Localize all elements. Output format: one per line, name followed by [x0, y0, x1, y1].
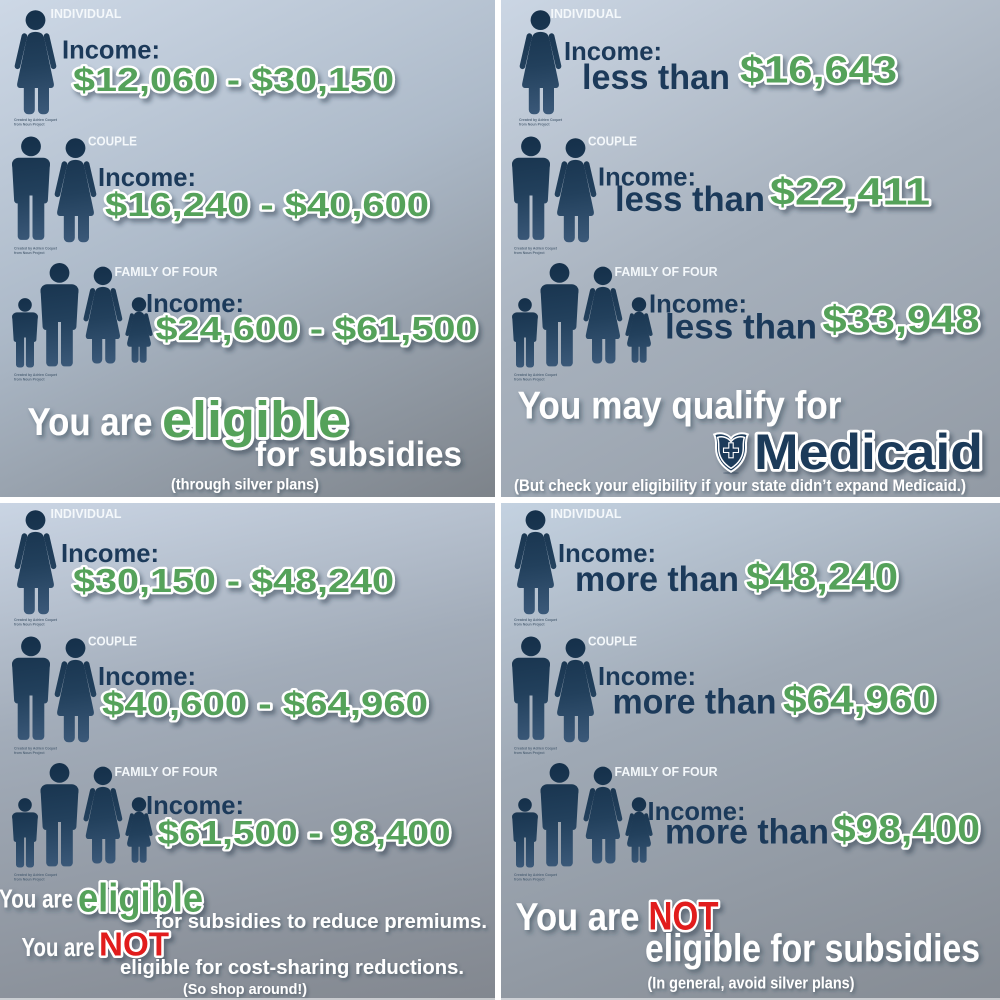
svg-text:Created by Adrien Coquet: Created by Adrien Coquet	[514, 373, 558, 377]
svg-text:Created by Adrien Coquet: Created by Adrien Coquet	[14, 873, 58, 877]
svg-text:more than: more than	[575, 559, 739, 599]
svg-text:from Noun Project: from Noun Project	[14, 622, 45, 626]
svg-text:eligible: eligible	[162, 391, 348, 448]
svg-text:Income:: Income:	[649, 289, 747, 319]
svg-text:less than: less than	[615, 179, 765, 219]
svg-text:Created by Adrien Coquet: Created by Adrien Coquet	[514, 247, 558, 251]
svg-text:You may qualify for: You may qualify for	[518, 385, 842, 428]
svg-text:COUPLE: COUPLE	[588, 134, 637, 149]
svg-text:Income:: Income:	[146, 790, 244, 820]
svg-text:(So shop around!): (So shop around!)	[183, 981, 307, 998]
svg-text:$12,060 - $30,150: $12,060 - $30,150	[73, 61, 394, 98]
svg-text:You are: You are	[28, 401, 153, 444]
svg-text:NOT: NOT	[99, 926, 169, 963]
svg-text:less than: less than	[582, 57, 730, 97]
svg-text:more than: more than	[613, 682, 777, 722]
svg-text:from Noun Project: from Noun Project	[14, 122, 45, 126]
svg-text:$40,600 - $64,960: $40,600 - $64,960	[102, 685, 428, 722]
svg-text:Income:: Income:	[558, 538, 656, 568]
svg-text:Created by Adrien Coquet: Created by Adrien Coquet	[514, 747, 558, 751]
svg-text:Medicaid: Medicaid	[754, 424, 983, 480]
svg-text:INDIVIDUAL: INDIVIDUAL	[551, 6, 622, 21]
svg-text:You are: You are	[22, 932, 95, 962]
svg-text:Created by Adrien Coquet: Created by Adrien Coquet	[14, 373, 58, 377]
svg-text:more than: more than	[665, 812, 829, 852]
svg-text:$16,240 - $40,600: $16,240 - $40,600	[105, 186, 429, 223]
svg-text:$22,411: $22,411	[770, 172, 930, 214]
svg-text:Income:: Income:	[98, 661, 196, 691]
svg-text:COUPLE: COUPLE	[588, 634, 637, 649]
svg-text:Created by Adrien Coquet: Created by Adrien Coquet	[514, 618, 558, 622]
svg-text:$30,150 - $48,240: $30,150 - $48,240	[73, 562, 394, 599]
svg-text:Created by Adrien Coquet: Created by Adrien Coquet	[14, 747, 58, 751]
svg-text:for subsidies to reduce premiu: for subsidies to reduce premiums.	[155, 911, 487, 933]
svg-text:INDIVIDUAL: INDIVIDUAL	[51, 6, 122, 21]
svg-text:$16,643: $16,643	[740, 50, 897, 92]
svg-text:(In general, avoid silver plan: (In general, avoid silver plans)	[648, 974, 855, 993]
svg-text:$48,240: $48,240	[746, 557, 898, 599]
svg-text:Income:: Income:	[598, 661, 696, 691]
svg-text:(But check your eligibility if: (But check your eligibility if your stat…	[514, 477, 966, 495]
svg-text:INDIVIDUAL: INDIVIDUAL	[551, 506, 622, 521]
svg-text:eligible: eligible	[78, 877, 203, 921]
svg-text:Income:: Income:	[62, 35, 160, 65]
svg-text:for subsidies: for subsidies	[255, 435, 462, 474]
svg-text:Income:: Income:	[146, 288, 244, 318]
svg-text:Created by Adrien Coquet: Created by Adrien Coquet	[14, 118, 58, 122]
svg-text:You are: You are	[0, 884, 73, 914]
svg-text:Income:: Income:	[98, 162, 196, 192]
svg-text:from Noun Project: from Noun Project	[514, 251, 545, 255]
svg-text:NOT: NOT	[649, 895, 719, 939]
svg-text:Income:: Income:	[598, 162, 696, 192]
svg-text:eligible for cost-sharing redu: eligible for cost-sharing reductions.	[120, 957, 464, 979]
svg-text:from Noun Project: from Noun Project	[519, 122, 550, 126]
svg-text:Created by Adrien Coquet: Created by Adrien Coquet	[14, 618, 58, 622]
svg-text:You are: You are	[516, 896, 640, 939]
svg-text:less than: less than	[665, 307, 817, 347]
svg-text:$98,400: $98,400	[833, 809, 980, 851]
svg-text:Income:: Income:	[564, 36, 662, 66]
svg-text:from Noun Project: from Noun Project	[14, 251, 45, 255]
svg-text:Created by Adrien Coquet: Created by Adrien Coquet	[14, 247, 58, 251]
svg-text:FAMILY OF FOUR: FAMILY OF FOUR	[615, 764, 719, 779]
svg-text:eligible for subsidies: eligible for subsidies	[645, 928, 980, 971]
svg-text:from Noun Project: from Noun Project	[514, 377, 545, 381]
svg-text:Income:: Income:	[648, 796, 746, 826]
svg-text:FAMILY OF FOUR: FAMILY OF FOUR	[615, 264, 719, 279]
svg-text:from Noun Project: from Noun Project	[514, 622, 545, 626]
svg-text:from Noun Project: from Noun Project	[514, 877, 545, 881]
svg-text:COUPLE: COUPLE	[88, 634, 137, 649]
svg-text:Created by Adrien Coquet: Created by Adrien Coquet	[514, 873, 558, 877]
svg-text:$61,500 - 98,400: $61,500 - 98,400	[158, 814, 451, 851]
svg-text:$24,600 - $61,500: $24,600 - $61,500	[156, 310, 478, 347]
svg-text:from Noun Project: from Noun Project	[14, 377, 45, 381]
svg-text:Created by Adrien Coquet: Created by Adrien Coquet	[519, 118, 563, 122]
svg-text:(through silver plans): (through silver plans)	[171, 477, 319, 494]
svg-text:$64,960: $64,960	[783, 679, 936, 721]
svg-text:from Noun Project: from Noun Project	[14, 877, 45, 881]
svg-text:INDIVIDUAL: INDIVIDUAL	[51, 506, 122, 521]
svg-text:COUPLE: COUPLE	[88, 134, 137, 149]
svg-text:FAMILY OF FOUR: FAMILY OF FOUR	[115, 264, 219, 279]
svg-text:$33,948: $33,948	[823, 299, 980, 341]
svg-text:from Noun Project: from Noun Project	[14, 751, 45, 755]
svg-text:FAMILY OF FOUR: FAMILY OF FOUR	[115, 764, 219, 779]
svg-text:Income:: Income:	[61, 538, 159, 568]
svg-text:from Noun Project: from Noun Project	[514, 751, 545, 755]
